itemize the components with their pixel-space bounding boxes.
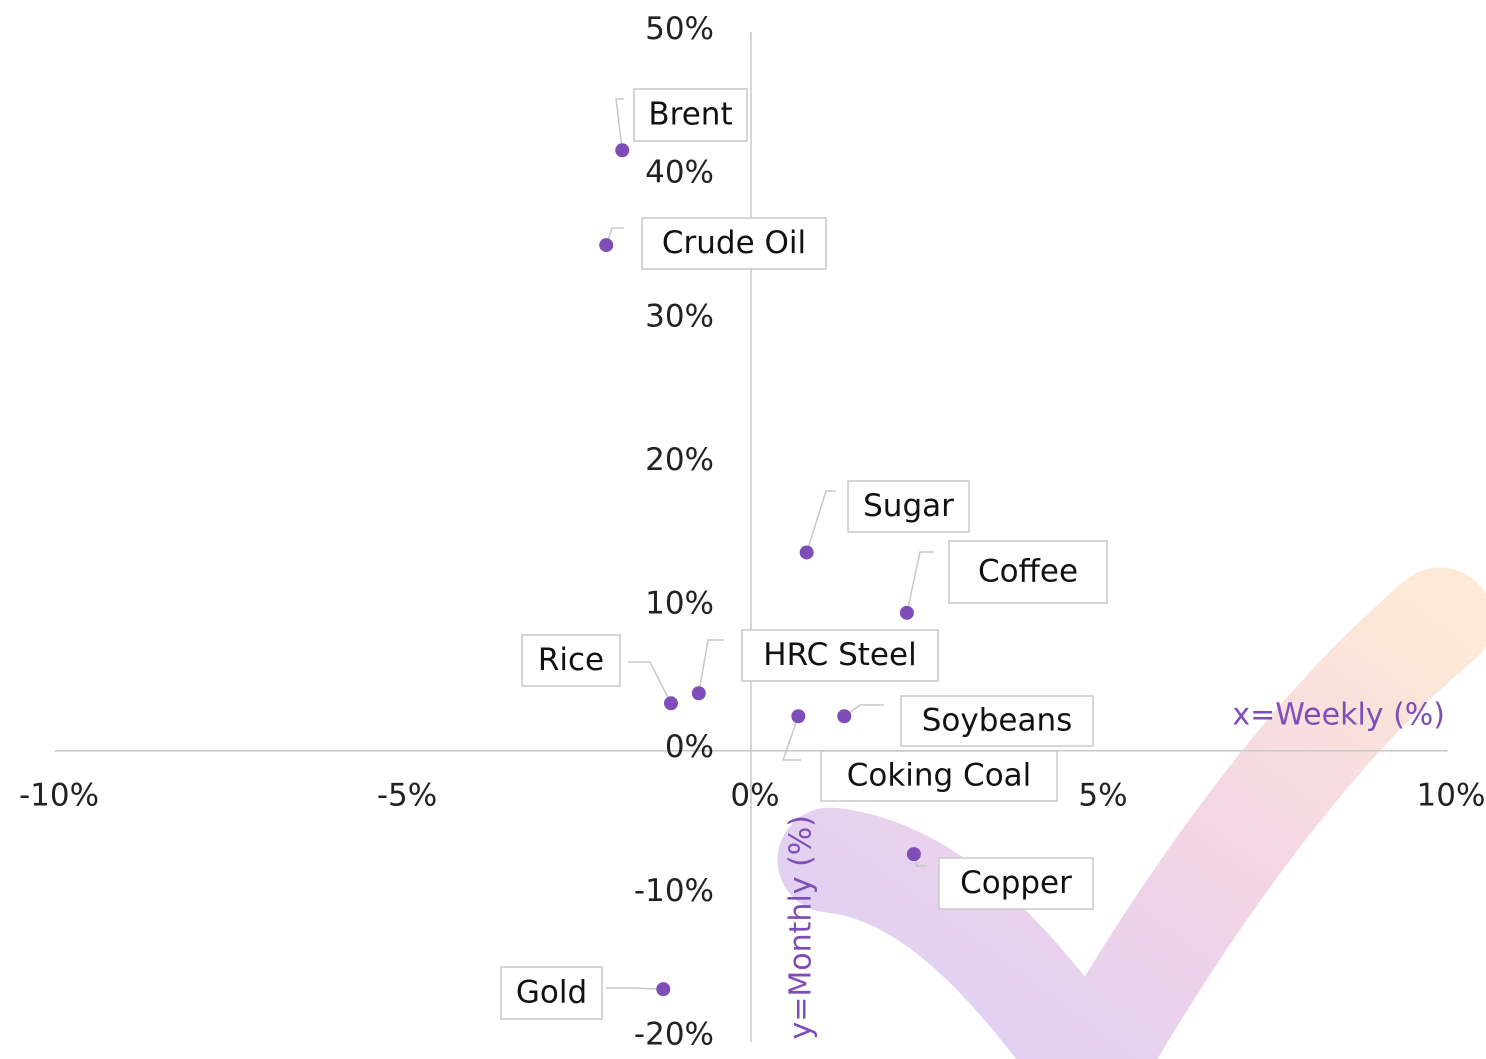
point bbox=[656, 982, 671, 997]
y-tick-label: 20% bbox=[645, 442, 714, 478]
point bbox=[899, 605, 914, 620]
x-tick-label: 10% bbox=[1417, 778, 1486, 814]
y-tick-label: -20% bbox=[634, 1017, 714, 1053]
label-box bbox=[633, 88, 748, 142]
x-tick-label: 5% bbox=[1078, 778, 1127, 814]
point bbox=[615, 143, 630, 158]
label-box bbox=[741, 629, 939, 682]
x-axis-title: x=Weekly (%) bbox=[1232, 698, 1445, 733]
label-box bbox=[820, 750, 1058, 802]
point bbox=[663, 696, 678, 711]
x-tick-label: -10% bbox=[19, 778, 99, 814]
point bbox=[837, 709, 852, 724]
label-box bbox=[948, 540, 1108, 604]
y-tick-label: -10% bbox=[634, 873, 714, 909]
point bbox=[599, 238, 614, 253]
leader-line bbox=[906, 551, 934, 613]
point-label: Rice bbox=[538, 642, 604, 678]
point bbox=[691, 686, 706, 701]
point-label: Gold bbox=[516, 975, 587, 1011]
point-label: Coking Coal bbox=[847, 758, 1032, 794]
leader-line bbox=[615, 98, 624, 151]
label-box bbox=[641, 217, 827, 270]
y-tick-label: 0% bbox=[665, 729, 714, 765]
point-label: Crude Oil bbox=[662, 225, 806, 261]
decoration bbox=[777, 567, 1486, 1059]
y-tick-label: 30% bbox=[645, 298, 714, 334]
label-box bbox=[847, 480, 970, 533]
point-label: Soybeans bbox=[922, 703, 1073, 739]
point-label: Coffee bbox=[978, 554, 1078, 590]
point bbox=[791, 709, 806, 724]
y-tick-label: 40% bbox=[645, 155, 714, 191]
leader-line bbox=[698, 639, 724, 694]
point-label: Sugar bbox=[863, 488, 954, 524]
x-tick-label: 0% bbox=[730, 778, 779, 814]
point-label: Brent bbox=[648, 97, 732, 133]
leader-line bbox=[781, 715, 801, 761]
leader-line bbox=[606, 987, 664, 990]
leader-line bbox=[628, 661, 672, 704]
leader-line bbox=[805, 490, 836, 553]
y-tick-label: 10% bbox=[645, 586, 714, 622]
label-box bbox=[500, 966, 603, 1020]
point-label: HRC Steel bbox=[763, 637, 916, 673]
label-box bbox=[900, 695, 1094, 747]
label-box bbox=[521, 634, 621, 687]
point-label: Copper bbox=[960, 865, 1072, 901]
point bbox=[799, 545, 814, 560]
y-tick-label: 50% bbox=[645, 11, 714, 47]
y-axis-title: y=Monthly (%) bbox=[784, 815, 819, 1039]
label-box bbox=[938, 857, 1094, 910]
point bbox=[906, 847, 921, 862]
x-tick-label: -5% bbox=[377, 778, 437, 814]
